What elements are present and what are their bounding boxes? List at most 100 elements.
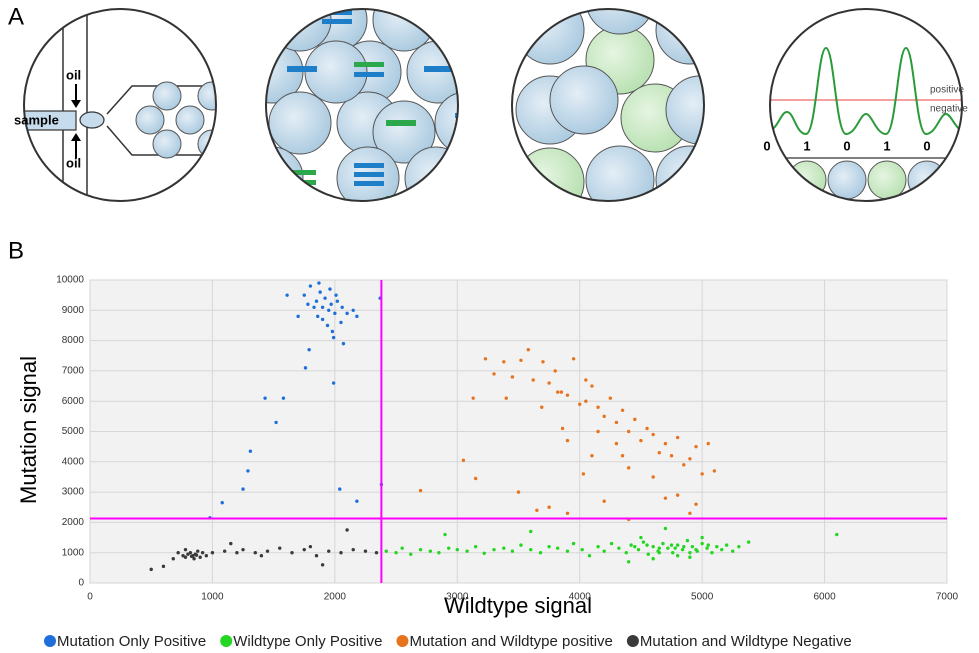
point (590, 454, 594, 458)
point (265, 549, 270, 553)
point (636, 547, 641, 552)
point (737, 544, 741, 549)
point (645, 426, 649, 431)
point (306, 302, 310, 306)
point (700, 535, 704, 540)
point (651, 544, 655, 549)
y-tick-label: 7000 (62, 366, 85, 377)
point (317, 281, 321, 285)
point (374, 551, 379, 555)
point (526, 347, 530, 352)
point (428, 549, 433, 553)
point (705, 546, 709, 550)
oil-label: oil (66, 67, 81, 82)
point (657, 451, 661, 455)
point (204, 554, 209, 558)
point (688, 457, 692, 461)
point (447, 546, 451, 550)
point (666, 546, 670, 550)
point (339, 320, 343, 325)
point (345, 528, 349, 532)
point (620, 454, 625, 458)
x-tick-label: 5000 (691, 592, 714, 603)
point (609, 541, 614, 546)
point (694, 444, 698, 449)
point (626, 560, 631, 564)
point (538, 551, 543, 555)
positive-label: positive (930, 85, 964, 96)
point (418, 547, 423, 552)
point (620, 408, 625, 412)
point (235, 551, 239, 555)
digit: 1 (883, 138, 890, 153)
point (519, 358, 523, 362)
point (314, 554, 319, 558)
oil-label: oil (66, 155, 81, 170)
y-tick-label: 8000 (62, 335, 85, 346)
point (482, 551, 486, 556)
x-tick-label: 7000 (936, 592, 959, 603)
x-tick-label: 6000 (813, 592, 836, 603)
point (281, 396, 286, 400)
point (519, 543, 523, 547)
point (502, 546, 506, 550)
y-tick-label: 0 (78, 578, 84, 589)
point (560, 426, 565, 431)
point (555, 546, 560, 550)
point (651, 432, 655, 437)
point (189, 554, 194, 559)
digit: 0 (843, 138, 850, 153)
digit: 0 (763, 138, 770, 153)
point (596, 429, 600, 434)
point (263, 396, 267, 400)
point (731, 549, 735, 553)
point (651, 557, 655, 561)
chip-diagram (24, 9, 216, 201)
legend-marker (44, 635, 56, 647)
sample-label: sample (14, 112, 59, 127)
x-tick-label: 4000 (569, 592, 592, 603)
point (688, 555, 692, 559)
point (314, 299, 319, 303)
digits: 0 1 0 1 0 (763, 138, 930, 153)
point (327, 308, 331, 312)
point (590, 384, 594, 388)
negative-label: negative (930, 104, 968, 115)
point (338, 487, 342, 491)
point (253, 551, 257, 555)
point (835, 532, 839, 537)
point (694, 502, 698, 506)
point (710, 551, 714, 555)
y-tick-label: 10000 (56, 275, 84, 286)
point (626, 466, 631, 470)
point (320, 563, 325, 567)
point (186, 552, 190, 556)
point (602, 549, 606, 553)
point (746, 540, 751, 544)
point (443, 532, 447, 537)
point (355, 314, 359, 319)
point (492, 372, 496, 376)
point (471, 396, 475, 400)
point (571, 541, 576, 546)
point (345, 311, 349, 316)
point (355, 499, 359, 503)
y-tick-label: 2000 (62, 517, 85, 528)
point (510, 375, 515, 379)
point (181, 554, 185, 558)
point (706, 441, 710, 446)
point (547, 381, 551, 385)
point (351, 308, 355, 312)
point (194, 553, 199, 557)
point (715, 544, 719, 549)
point (325, 323, 330, 328)
point (302, 293, 306, 297)
point (504, 396, 508, 400)
point (675, 554, 680, 558)
point (529, 547, 533, 552)
point (461, 458, 466, 462)
point (502, 360, 506, 364)
point (531, 378, 535, 382)
point (602, 414, 606, 419)
point (492, 547, 496, 552)
